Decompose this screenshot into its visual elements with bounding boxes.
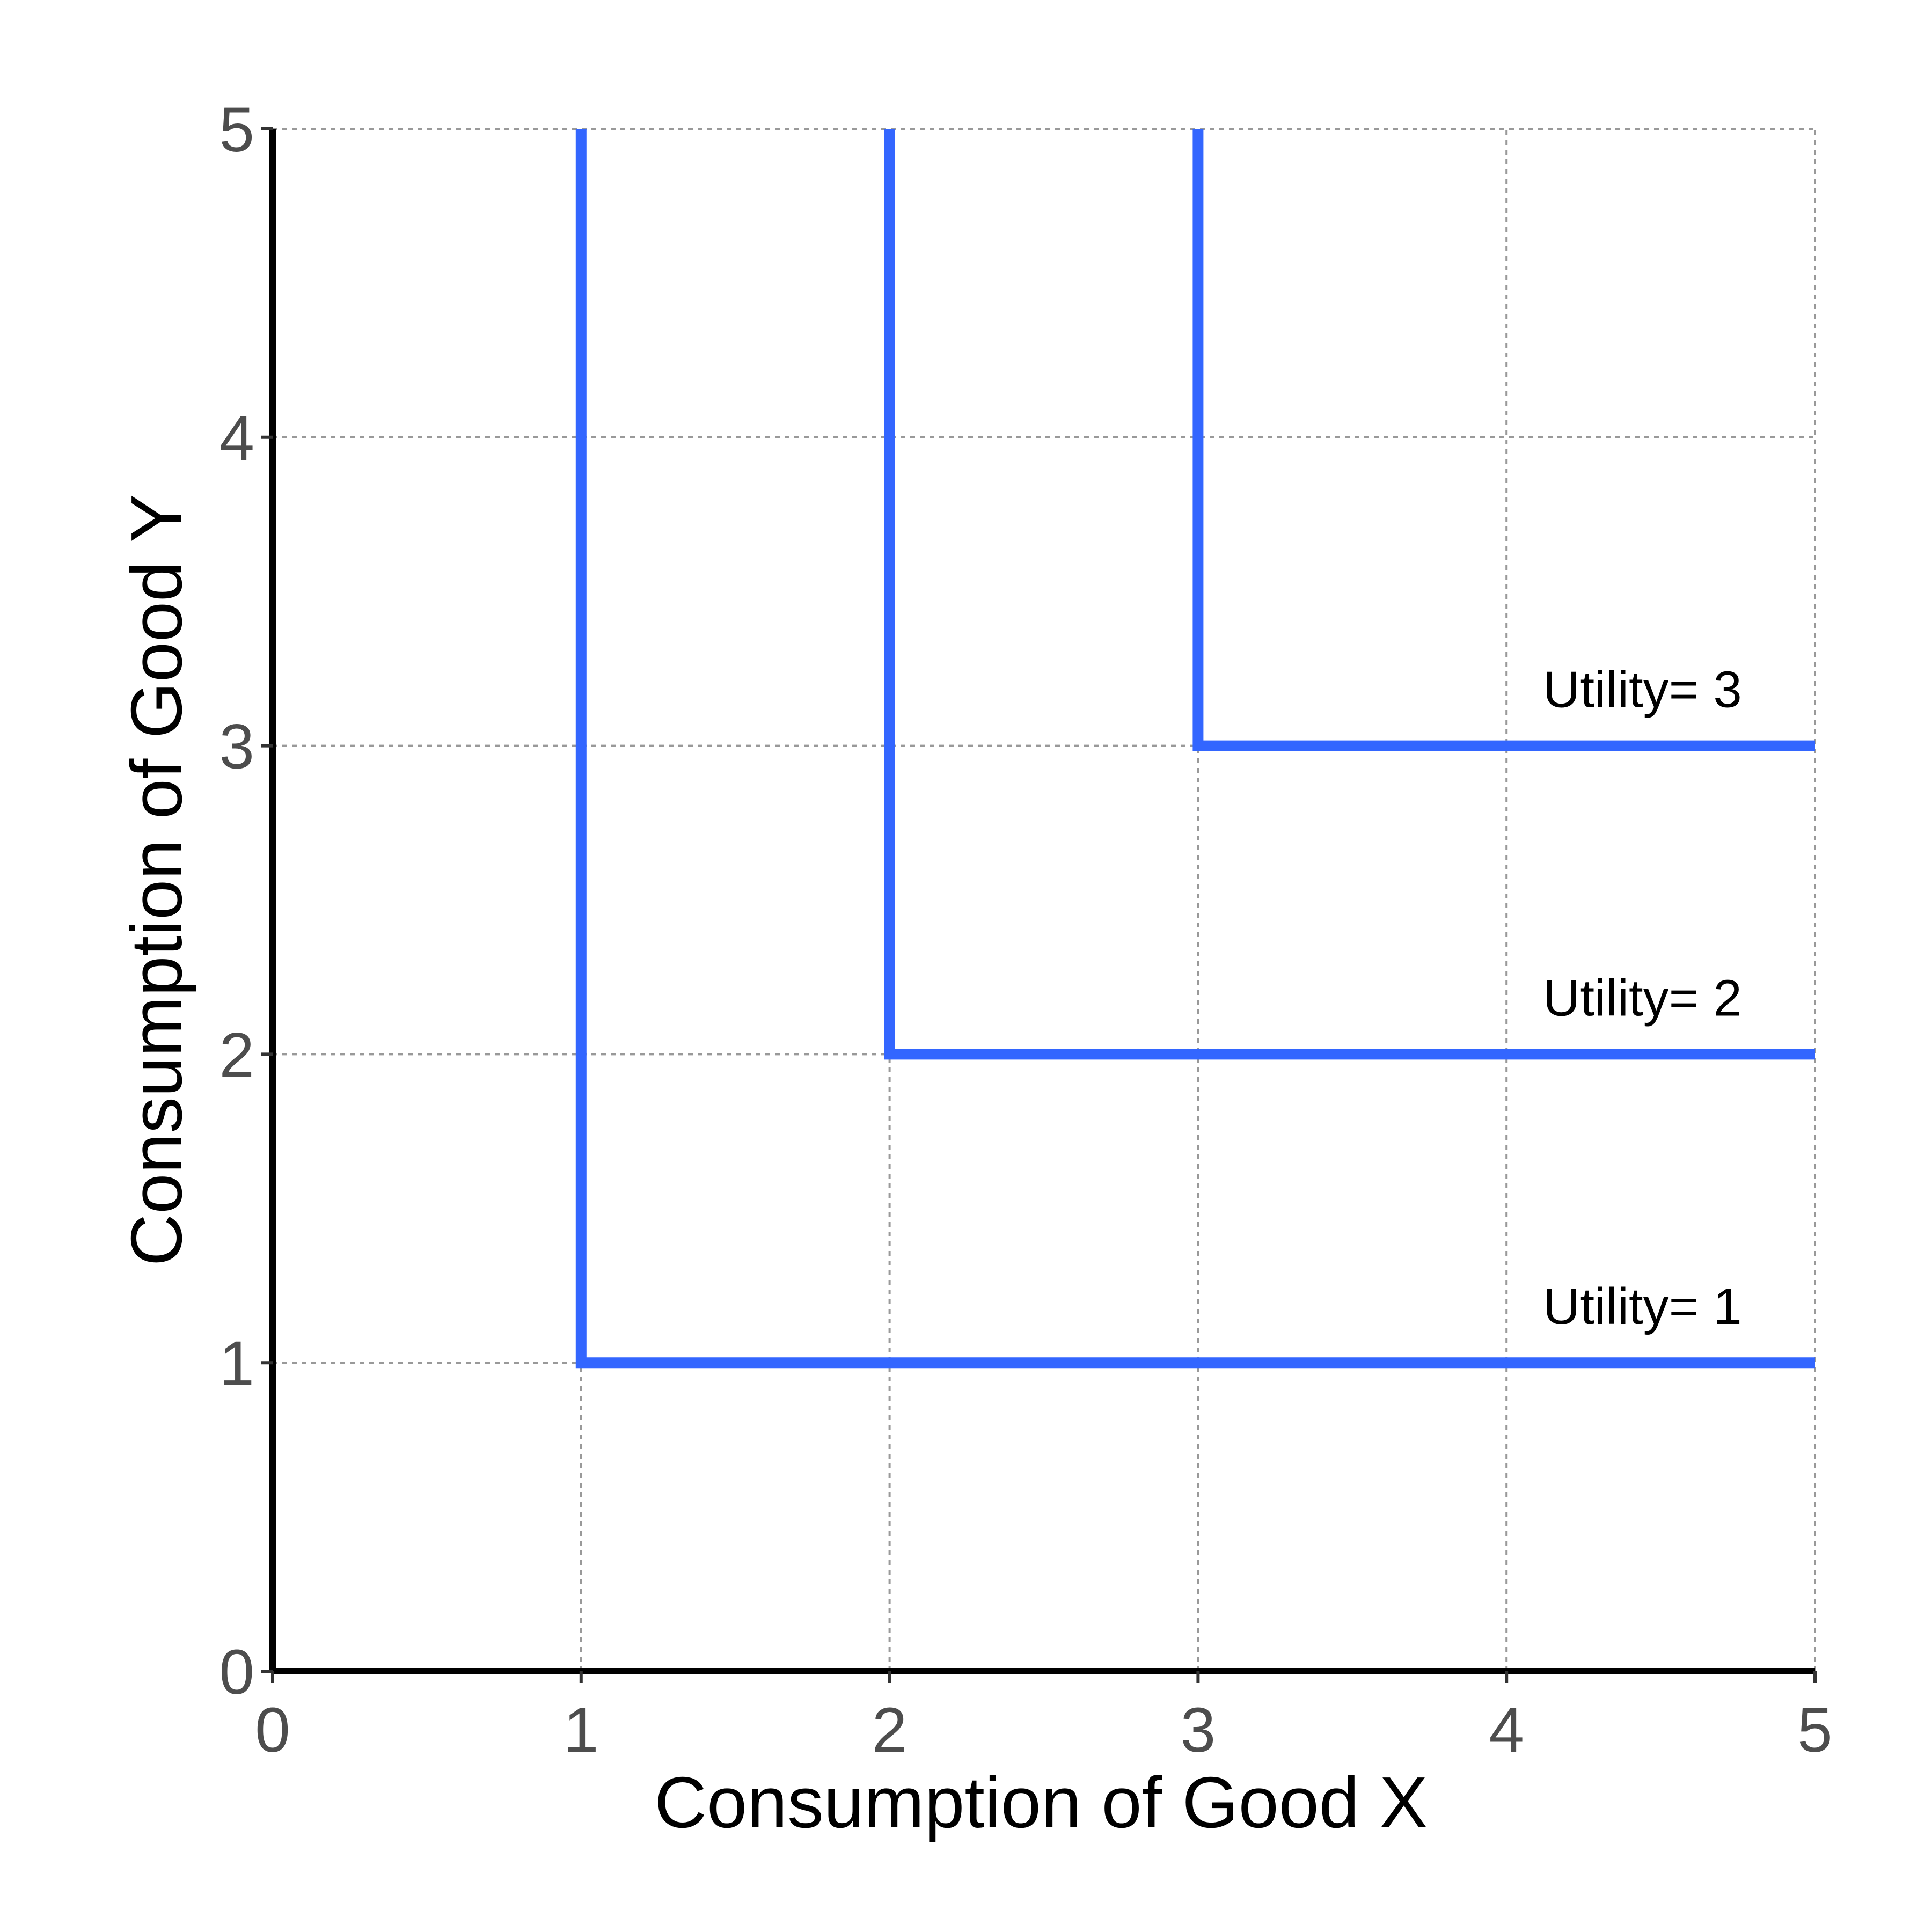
- x-tick-label-2: 2: [872, 1695, 908, 1766]
- x-tick-label-5: 5: [1797, 1695, 1833, 1766]
- curve-label-1: Utility= 1: [1543, 1278, 1742, 1335]
- label-layer: Utility= 1 Utility= 2 Utility= 3: [1543, 661, 1742, 1336]
- y-tick-label-1: 1: [219, 1328, 254, 1399]
- x-tick-label-3: 3: [1181, 1695, 1216, 1766]
- y-tick-label-2: 2: [219, 1020, 254, 1091]
- indifference-curve-2: [884, 129, 1815, 1060]
- indifference-curve-3: [1192, 129, 1815, 751]
- x-axis-title: Consumption of Good X: [655, 1762, 1428, 1843]
- x-tick-label-1: 1: [564, 1695, 599, 1766]
- curve-label-2: Utility= 2: [1543, 969, 1742, 1027]
- y-tick-label-4: 4: [219, 403, 254, 474]
- axis-layer: 0 1 2 3 4 5 0 1 2 3 4 5: [219, 94, 1832, 1766]
- y-tick-label-5: 5: [219, 94, 254, 165]
- y-axis-title: Consumption of Good Y: [116, 494, 197, 1266]
- y-tick-label-0: 0: [219, 1637, 254, 1708]
- indifference-curve-1: [575, 129, 1815, 1368]
- curve-label-3: Utility= 3: [1543, 661, 1742, 719]
- x-tick-label-4: 4: [1489, 1695, 1524, 1766]
- curve-layer: [575, 129, 1815, 1368]
- y-tick-label-3: 3: [219, 712, 254, 782]
- x-tick-label-0: 0: [255, 1695, 290, 1766]
- grid-layer: [273, 128, 1816, 1671]
